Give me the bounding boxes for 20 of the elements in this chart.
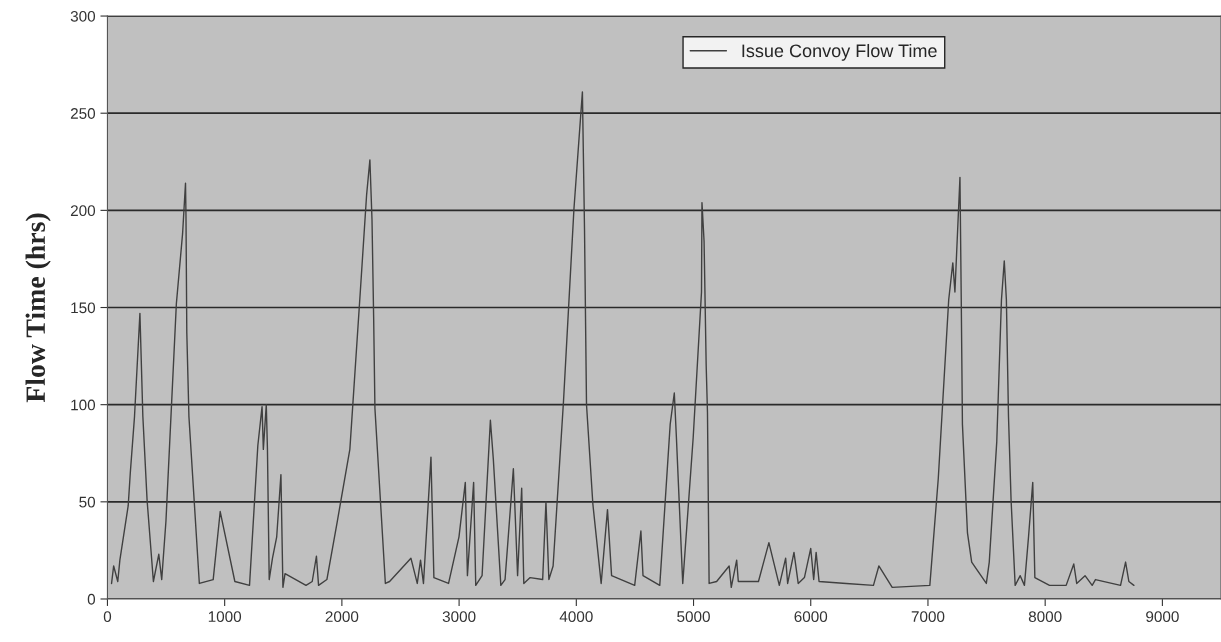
x-tick-label: 3000 xyxy=(442,611,476,623)
line-series xyxy=(110,91,1135,589)
x-tick-label: 0 xyxy=(103,611,112,623)
y-tick-label: 50 xyxy=(79,496,96,508)
y-tick-label: 150 xyxy=(71,302,96,314)
x-tick-label: 1000 xyxy=(208,611,242,623)
y-tick-label: 250 xyxy=(70,108,96,119)
y-axis-title: Flow Time (hrs) xyxy=(25,213,51,403)
y-tick-label: 0 xyxy=(87,593,96,605)
y-tick-label: 100 xyxy=(71,399,96,411)
x-tick-label: 9000 xyxy=(1146,611,1179,623)
legend-label: Issue Convoy Flow Time xyxy=(742,43,937,61)
x-tick-label: 8000 xyxy=(1028,611,1062,623)
y-tick-label: 200 xyxy=(70,205,96,217)
x-tick-label: 6000 xyxy=(794,611,828,623)
x-tick-label: 4000 xyxy=(559,611,593,623)
x-tick-label: 5000 xyxy=(677,611,710,623)
x-tick-label: 2000 xyxy=(325,611,359,623)
x-tick-label: 7000 xyxy=(911,611,945,623)
y-tick-label: 300 xyxy=(70,10,96,22)
